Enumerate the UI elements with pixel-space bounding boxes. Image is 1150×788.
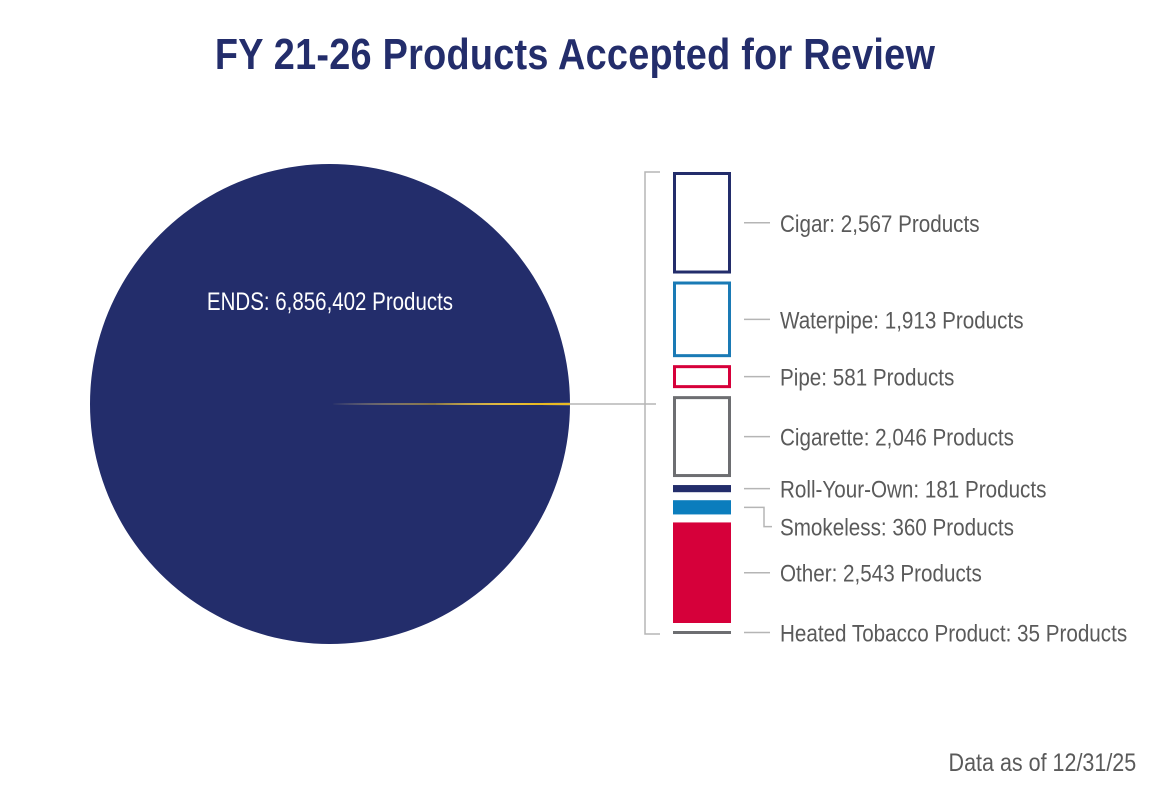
bar-segment-smokeless	[673, 500, 731, 515]
breakout-label-heated-tobacco-product: Heated Tobacco Product: 35 Products	[780, 620, 1127, 647]
breakout-label-other: Other: 2,543 Products	[780, 560, 982, 587]
breakout-bar	[673, 172, 731, 634]
breakout-label-cigarette: Cigarette: 2,046 Products	[780, 424, 1014, 451]
pie-label-ends: ENDS: 6,856,402 Products	[207, 287, 453, 315]
bar-bracket	[644, 171, 660, 635]
pie: ENDS: 6,856,402 Products	[90, 164, 571, 645]
data-date-note: Data as of 12/31/25	[948, 749, 1136, 777]
bar-segment-cigar	[673, 172, 731, 274]
bar-segment-cigarette	[673, 396, 731, 478]
bar-segment-other	[673, 522, 731, 623]
leader-line-smokeless	[744, 506, 772, 528]
breakout-labels: Cigar: 2,567 Products Waterpipe: 1,913 Pr…	[780, 210, 1127, 647]
bar-segment-heated-tobacco-product	[673, 631, 731, 634]
bar-segment-roll-your-own	[673, 485, 731, 493]
breakout-label-roll-your-own: Roll-Your-Own: 181 Products	[780, 476, 1046, 503]
pie-slice-ends	[90, 164, 570, 645]
breakout-label-smokeless: Smokeless: 360 Products	[780, 514, 1014, 541]
chart-title: FY 21-26 Products Accepted for Review	[214, 30, 936, 79]
breakout-label-pipe: Pipe: 581 Products	[780, 364, 954, 391]
bar-segment-pipe	[673, 365, 731, 389]
breakout-label-waterpipe: Waterpipe: 1,913 Products	[780, 307, 1024, 334]
pie-slice-other-products	[330, 402, 571, 406]
bar-segment-waterpipe	[673, 281, 731, 358]
breakout-label-cigar: Cigar: 2,567 Products	[780, 210, 980, 237]
connector-lines	[570, 171, 772, 635]
